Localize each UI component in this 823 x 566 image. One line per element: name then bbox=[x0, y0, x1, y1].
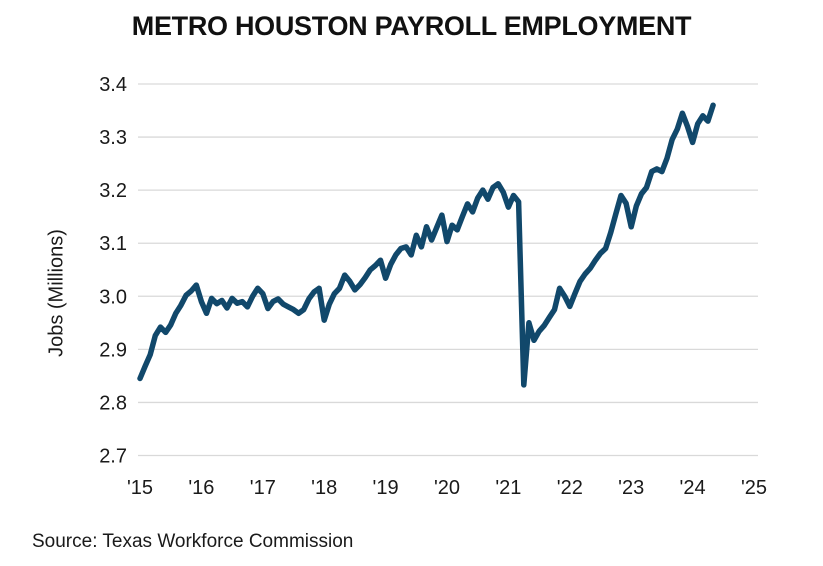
x-axis-tick-label: '23 bbox=[618, 477, 644, 499]
y-axis-tick-label: 3.0 bbox=[99, 286, 127, 308]
y-axis-title: Jobs (Millions) bbox=[45, 229, 68, 357]
x-axis-tick-label: '17 bbox=[250, 477, 276, 499]
x-axis-tick-label: '22 bbox=[557, 477, 583, 499]
source-note: Source: Texas Workforce Commission bbox=[32, 531, 354, 552]
y-axis-tick-label: 2.7 bbox=[99, 446, 127, 468]
y-axis-tick-label: 2.9 bbox=[99, 339, 127, 361]
x-axis-tick-label: '15 bbox=[127, 477, 153, 499]
x-axis-tick-label: '25 bbox=[741, 477, 767, 499]
y-axis-tick-label: 3.3 bbox=[99, 127, 127, 149]
y-axis-tick-label: 2.8 bbox=[99, 392, 127, 414]
x-axis-tick-label: '24 bbox=[680, 477, 706, 499]
x-axis-tick-label: '16 bbox=[188, 477, 214, 499]
y-axis-tick-label: 3.2 bbox=[99, 180, 127, 202]
x-axis-tick-label: '19 bbox=[373, 477, 399, 499]
x-axis-tick-label: '20 bbox=[434, 477, 460, 499]
x-axis-tick-label: '21 bbox=[495, 477, 521, 499]
x-axis-tick-label: '18 bbox=[311, 477, 337, 499]
employment-line-series bbox=[137, 102, 716, 388]
y-axis-tick-label: 3.4 bbox=[99, 74, 127, 96]
y-axis-tick-label: 3.1 bbox=[99, 233, 127, 255]
chart-title: METRO HOUSTON PAYROLL EMPLOYMENT bbox=[131, 11, 692, 41]
